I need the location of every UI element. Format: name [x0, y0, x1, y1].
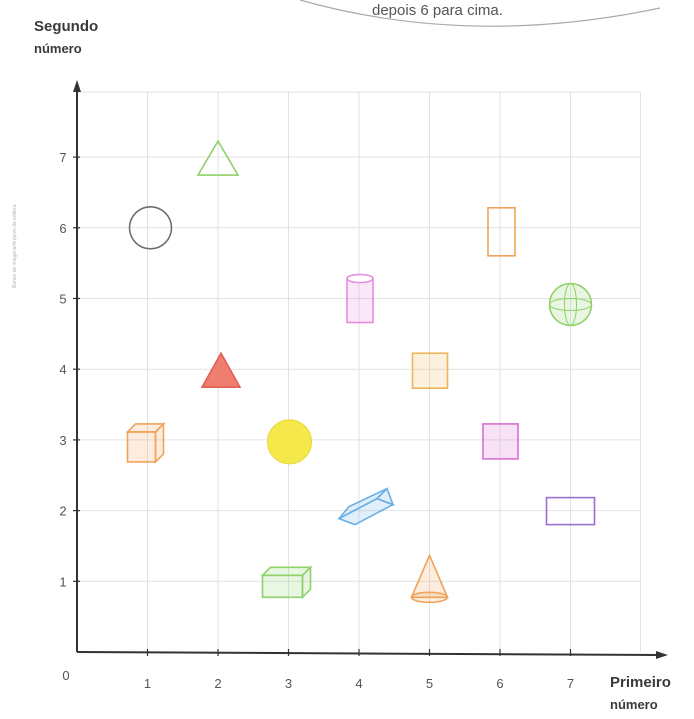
shape-prism [337, 487, 395, 526]
shape-rectangle-horizontal [545, 496, 596, 526]
x-tick-label: 3 [285, 676, 292, 691]
y-axis-arrow [73, 80, 81, 92]
x-tick-label: 5 [426, 676, 433, 691]
cylinder-top [346, 273, 374, 284]
x-tick-label: 4 [355, 676, 362, 691]
y-axis-title: Segundo número [34, 16, 98, 60]
x-axis-title-line1: Primeiro [610, 674, 671, 691]
cube-side [154, 421, 165, 464]
shape-circle-filled [267, 419, 312, 465]
shape-square [411, 352, 449, 390]
speech-bubble-text: depois 6 para cima. [372, 2, 503, 19]
cylinder-body [346, 277, 374, 324]
shape-cone [410, 553, 449, 604]
shape-triangle-filled [200, 351, 242, 389]
cone-body [410, 553, 449, 599]
shape-rectangle-vertical [487, 207, 516, 257]
sphere-equator [549, 298, 592, 311]
shape-sphere [548, 282, 593, 327]
x-axis-line [76, 651, 661, 656]
cube-front [126, 431, 157, 463]
x-tick-label: 2 [214, 676, 221, 691]
y-tick-label: 1 [59, 574, 66, 589]
prism-end [375, 487, 395, 506]
box-front [261, 574, 304, 599]
cone-base [410, 591, 449, 604]
y-axis-title-line1: Segundo [34, 18, 99, 35]
triangle-outline [196, 139, 240, 176]
shape-circle [128, 206, 173, 250]
x-tick-label: 1 [144, 676, 151, 691]
shape-cube [125, 421, 166, 464]
shape-triangle [196, 139, 240, 176]
x-axis-title-line2: número [610, 697, 658, 712]
y-tick-label: 2 [59, 504, 66, 519]
sphere-meridian [564, 283, 577, 326]
y-tick-label: 6 [59, 221, 66, 236]
x-tick-label: 6 [496, 676, 503, 691]
axes [73, 80, 668, 659]
y-tick-label: 3 [59, 433, 66, 448]
circle-fill [267, 419, 312, 465]
shape-cylinder [346, 273, 374, 324]
y-axis-title-line2: número [34, 41, 82, 56]
x-axis-title: Primeiro número [610, 672, 671, 716]
box-side [301, 565, 312, 600]
y-tick-label: 4 [59, 362, 66, 377]
grid [77, 91, 641, 652]
speech-bubble-edge [299, 0, 661, 27]
square-outline [482, 423, 519, 460]
rectangle-outline [487, 207, 516, 257]
shape-square [482, 423, 519, 460]
shape-box [260, 565, 313, 600]
x-axis-arrow [656, 651, 668, 659]
shapes [125, 139, 596, 604]
triangle-fill [200, 351, 242, 389]
ticks: 1 2 3 4 5 6 7 1 2 3 4 5 6 7 0 [59, 150, 574, 691]
y-tick-label: 7 [59, 150, 66, 165]
y-tick-label: 5 [59, 292, 66, 307]
origin-label: 0 [62, 668, 69, 683]
square-outline [411, 352, 449, 390]
rectangle-outline [545, 496, 596, 526]
circle-outline [128, 206, 173, 250]
x-tick-label: 7 [567, 676, 574, 691]
image-credit: Banco de imagens/Arquivo da editora [12, 204, 18, 288]
sphere-body [548, 282, 593, 327]
